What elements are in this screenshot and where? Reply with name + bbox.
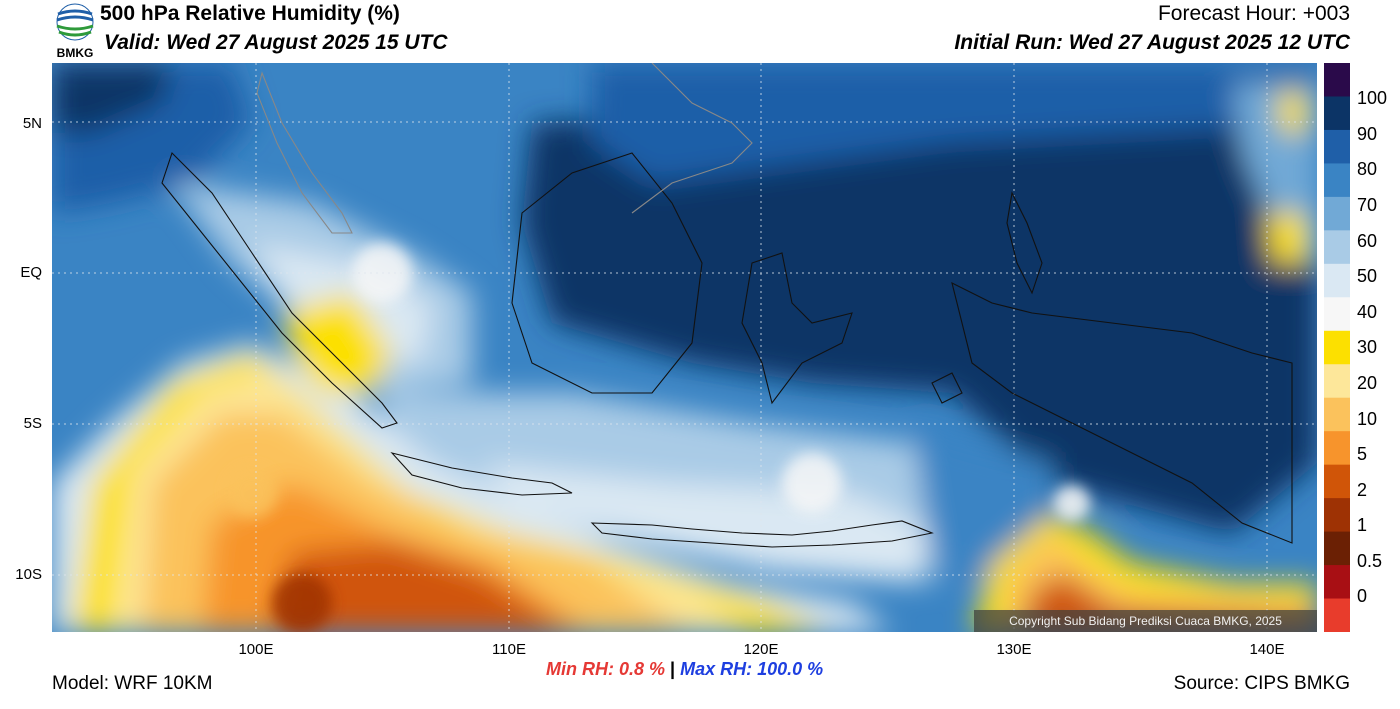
colorbar-label-1: 1 xyxy=(1357,515,1368,535)
colorbar-label-0-5: 0.5 xyxy=(1357,551,1383,571)
colorbar-swatch xyxy=(1324,464,1350,499)
colorbar-label-5: 5 xyxy=(1357,444,1368,464)
colorbar-label-40: 40 xyxy=(1357,302,1378,322)
lat-label-5s: 5S xyxy=(23,415,42,432)
colorbar-swatch xyxy=(1324,196,1350,231)
model-label: Model: WRF 10KM xyxy=(52,673,213,694)
colorbar-label-30: 30 xyxy=(1357,337,1378,357)
colorbar-swatch xyxy=(1324,565,1350,600)
colorbar-label-10: 10 xyxy=(1357,409,1378,429)
colorbar-label-50: 50 xyxy=(1357,266,1378,286)
source-label: Source: CIPS BMKG xyxy=(1173,673,1350,694)
bmkg-logo-icon: BMKG xyxy=(50,2,100,60)
colorbar-label-80: 80 xyxy=(1357,159,1378,179)
min-rh-label: Min RH: xyxy=(546,659,614,679)
colorbar-label-20: 20 xyxy=(1357,373,1378,393)
lon-label-140e: 140E xyxy=(1249,641,1285,658)
stats-separator: | xyxy=(670,659,676,679)
colorbar-label-100: 100 xyxy=(1357,88,1388,108)
map-title: 500 hPa Relative Humidity (%) xyxy=(100,2,400,25)
colorbar-swatch xyxy=(1324,397,1350,432)
colorbar-swatch xyxy=(1324,263,1350,298)
colorbar-label-60: 60 xyxy=(1357,231,1378,251)
colorbar-swatch xyxy=(1324,330,1350,365)
colorbar-swatch xyxy=(1324,230,1350,265)
lon-label-110e: 110E xyxy=(492,641,526,658)
max-rh-label: Max RH: xyxy=(680,659,753,679)
lat-label-10s: 10S xyxy=(15,566,42,583)
colorbar-swatch xyxy=(1324,431,1350,466)
lat-label-eq: EQ xyxy=(20,264,42,281)
colorbar-swatch xyxy=(1324,598,1350,633)
colorbar xyxy=(1324,63,1350,633)
colorbar-swatch xyxy=(1324,96,1350,131)
colorbar-swatch xyxy=(1324,129,1350,164)
humidity-map xyxy=(52,62,1317,633)
colorbar-swatch xyxy=(1324,531,1350,566)
forecast-hour: Forecast Hour: +003 xyxy=(1157,2,1350,25)
copyright-notice: Copyright Sub Bidang Prediksi Cuaca BMKG… xyxy=(974,610,1317,632)
colorbar-swatch xyxy=(1324,364,1350,399)
logo-text: BMKG xyxy=(57,46,94,60)
initial-run: Initial Run: Wed 27 August 2025 12 UTC xyxy=(954,31,1350,54)
valid-time: Valid: Wed 27 August 2025 15 UTC xyxy=(104,31,448,54)
colorbar-swatch xyxy=(1324,163,1350,198)
colorbar-swatch xyxy=(1324,297,1350,332)
lon-label-100e: 100E xyxy=(238,641,274,658)
min-rh-value: 0.8 % xyxy=(619,659,666,679)
colorbar-label-0: 0 xyxy=(1357,586,1368,606)
colorbar-swatch xyxy=(1324,63,1350,97)
lon-label-120e: 120E xyxy=(743,641,779,658)
rh-stats: Min RH: 0.8 % | Max RH: 100.0 % xyxy=(546,659,823,680)
colorbar-label-70: 70 xyxy=(1357,195,1378,215)
colorbar-label-2: 2 xyxy=(1357,480,1368,500)
lat-label-5n: 5N xyxy=(22,115,42,132)
max-rh-value: 100.0 % xyxy=(757,659,824,679)
colorbar-label-90: 90 xyxy=(1357,124,1378,144)
colorbar-swatch xyxy=(1324,498,1350,533)
lon-label-130e: 130E xyxy=(996,641,1032,658)
